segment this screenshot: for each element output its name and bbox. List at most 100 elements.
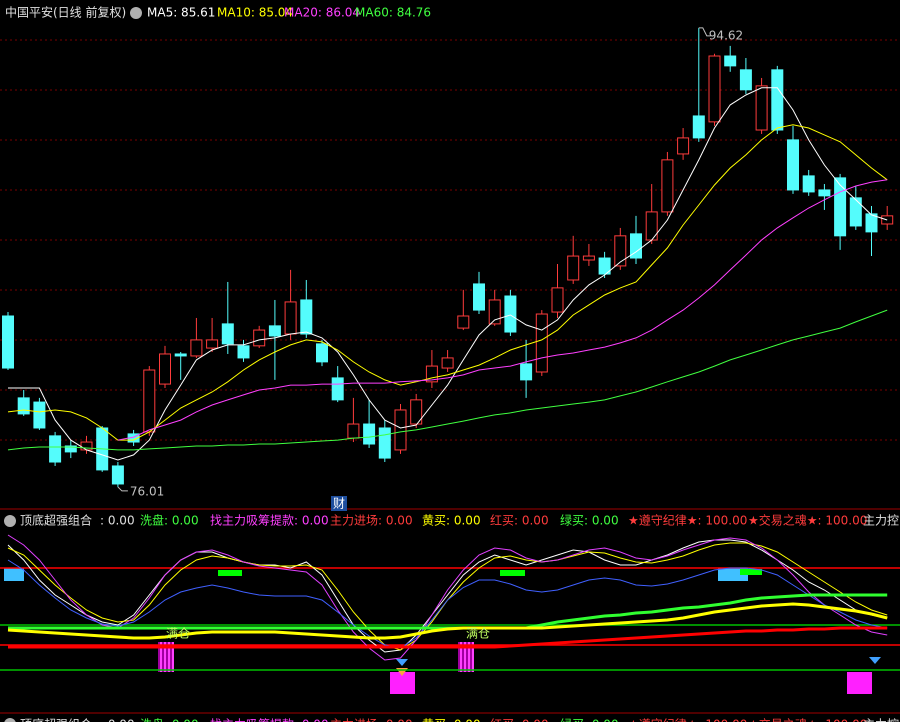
indicator-legend: 绿买: 0.00 xyxy=(560,717,619,722)
candle-body xyxy=(221,323,234,345)
indicator-legend: : 0.00 xyxy=(100,718,135,722)
indicator-legend: ★交易之魂★: 100.00 xyxy=(748,717,867,722)
candle-body xyxy=(677,137,690,155)
legend-ma: MA5: 85.61 xyxy=(147,6,215,20)
candle-body xyxy=(363,423,376,445)
candle-body xyxy=(708,55,721,123)
candle-body xyxy=(347,423,360,439)
menu-icon[interactable] xyxy=(130,7,142,19)
event-marker-text: 财 xyxy=(333,497,345,511)
candle-body xyxy=(755,85,768,131)
price-panel: 94.62 76.01 xyxy=(2,27,894,498)
candle-body xyxy=(284,301,297,335)
ma-line xyxy=(7,309,888,451)
indicator-legend: ★交易之魂★: 100.00 xyxy=(748,513,867,528)
candle-body xyxy=(316,343,328,363)
candle-body xyxy=(143,369,156,433)
candle-body xyxy=(724,55,737,67)
candle-body xyxy=(159,353,171,385)
candle-body xyxy=(410,399,423,425)
candle-body xyxy=(614,235,627,267)
indicator-legend: ★遵守纪律★: 100.00 xyxy=(628,717,747,722)
indicator-legend: 主力控 xyxy=(863,718,899,722)
leader-line xyxy=(117,486,128,492)
ma-line xyxy=(8,87,888,461)
indicator-legend: 洗盘: 0.00 xyxy=(140,513,199,528)
indicator-legend: 找主力吸筹提款: 0.00 xyxy=(210,717,329,722)
candle-body xyxy=(535,313,548,373)
candle-body xyxy=(300,299,313,335)
candle-body xyxy=(739,69,752,91)
signal-flag xyxy=(740,569,762,575)
candle-body xyxy=(771,69,784,131)
candle-body xyxy=(818,189,831,197)
candle-body xyxy=(582,255,595,261)
indicator-line xyxy=(7,542,888,651)
candle-body xyxy=(441,357,454,369)
indicator-line xyxy=(7,559,888,649)
leader-line xyxy=(698,27,711,37)
indicator-legend: 主力进场: 0.00 xyxy=(330,514,413,528)
indicator-title: 顶底超强组合 xyxy=(20,717,92,722)
candle-body xyxy=(394,409,407,451)
candle-body xyxy=(865,213,878,233)
candle-body xyxy=(802,175,815,193)
candle-body xyxy=(457,315,470,329)
legend-ma: MA60: 84.76 xyxy=(355,6,431,20)
candle-body xyxy=(253,329,266,347)
indicator-line xyxy=(7,534,888,661)
signal-bar xyxy=(458,642,474,672)
candle-body xyxy=(33,401,46,429)
indicator-line xyxy=(7,602,888,640)
indicator-legend: 找主力吸筹提款: 0.00 xyxy=(210,513,329,528)
indicator-line xyxy=(7,539,888,653)
signal-flag xyxy=(218,570,242,576)
indicator-panel xyxy=(0,534,900,694)
signal-label: 满仓 xyxy=(466,627,490,641)
candle-body xyxy=(598,257,611,275)
menu-icon[interactable] xyxy=(4,718,16,722)
indicator-legend: 红买: 0.00 xyxy=(490,717,549,722)
candle-body xyxy=(80,441,93,451)
candle-body xyxy=(504,295,517,333)
candle-body xyxy=(473,283,485,311)
indicator-legend: 绿买: 0.00 xyxy=(560,513,619,528)
indicator-legend: : 0.00 xyxy=(100,514,135,528)
signal-label: 满仓 xyxy=(166,627,190,641)
candle-body xyxy=(425,365,438,383)
indicator-line xyxy=(8,626,888,649)
indicator-legend: 黄买: 0.00 xyxy=(422,718,481,722)
ma-line xyxy=(117,179,888,441)
candle-body xyxy=(268,325,281,337)
candle-body xyxy=(692,115,705,139)
indicator-title: 顶底超强组合 xyxy=(20,513,92,528)
diamond-icon xyxy=(396,659,408,666)
indicator-legend: 洗盘: 0.00 xyxy=(140,717,199,722)
indicator-legend: 红买: 0.00 xyxy=(490,513,549,528)
candle-body xyxy=(111,465,124,485)
indicator-legend: 黄买: 0.00 xyxy=(422,514,481,528)
signal-flag xyxy=(500,570,525,576)
candle-body xyxy=(787,139,799,191)
candle-body xyxy=(378,427,391,459)
menu-icon[interactable] xyxy=(4,515,16,527)
grid xyxy=(0,39,900,441)
event-marker[interactable] xyxy=(331,496,347,511)
legend-ma: MA10: 85.04 xyxy=(217,6,293,20)
candle-body xyxy=(174,353,187,357)
signal-block xyxy=(847,672,872,694)
candle-body xyxy=(630,233,642,259)
signal-flag xyxy=(4,568,24,581)
candle-body xyxy=(849,197,862,227)
candle-body xyxy=(551,287,564,313)
candle-body xyxy=(488,299,501,325)
indicator-legend: ★遵守纪律★: 100.00 xyxy=(628,513,747,528)
candle-body xyxy=(520,363,533,381)
chart-title: 中国平安(日线 前复权) xyxy=(5,5,126,20)
candle-body xyxy=(331,377,344,401)
signal-bar xyxy=(158,642,174,672)
candle-body xyxy=(834,177,847,237)
high-label: 94.62 xyxy=(709,28,743,42)
